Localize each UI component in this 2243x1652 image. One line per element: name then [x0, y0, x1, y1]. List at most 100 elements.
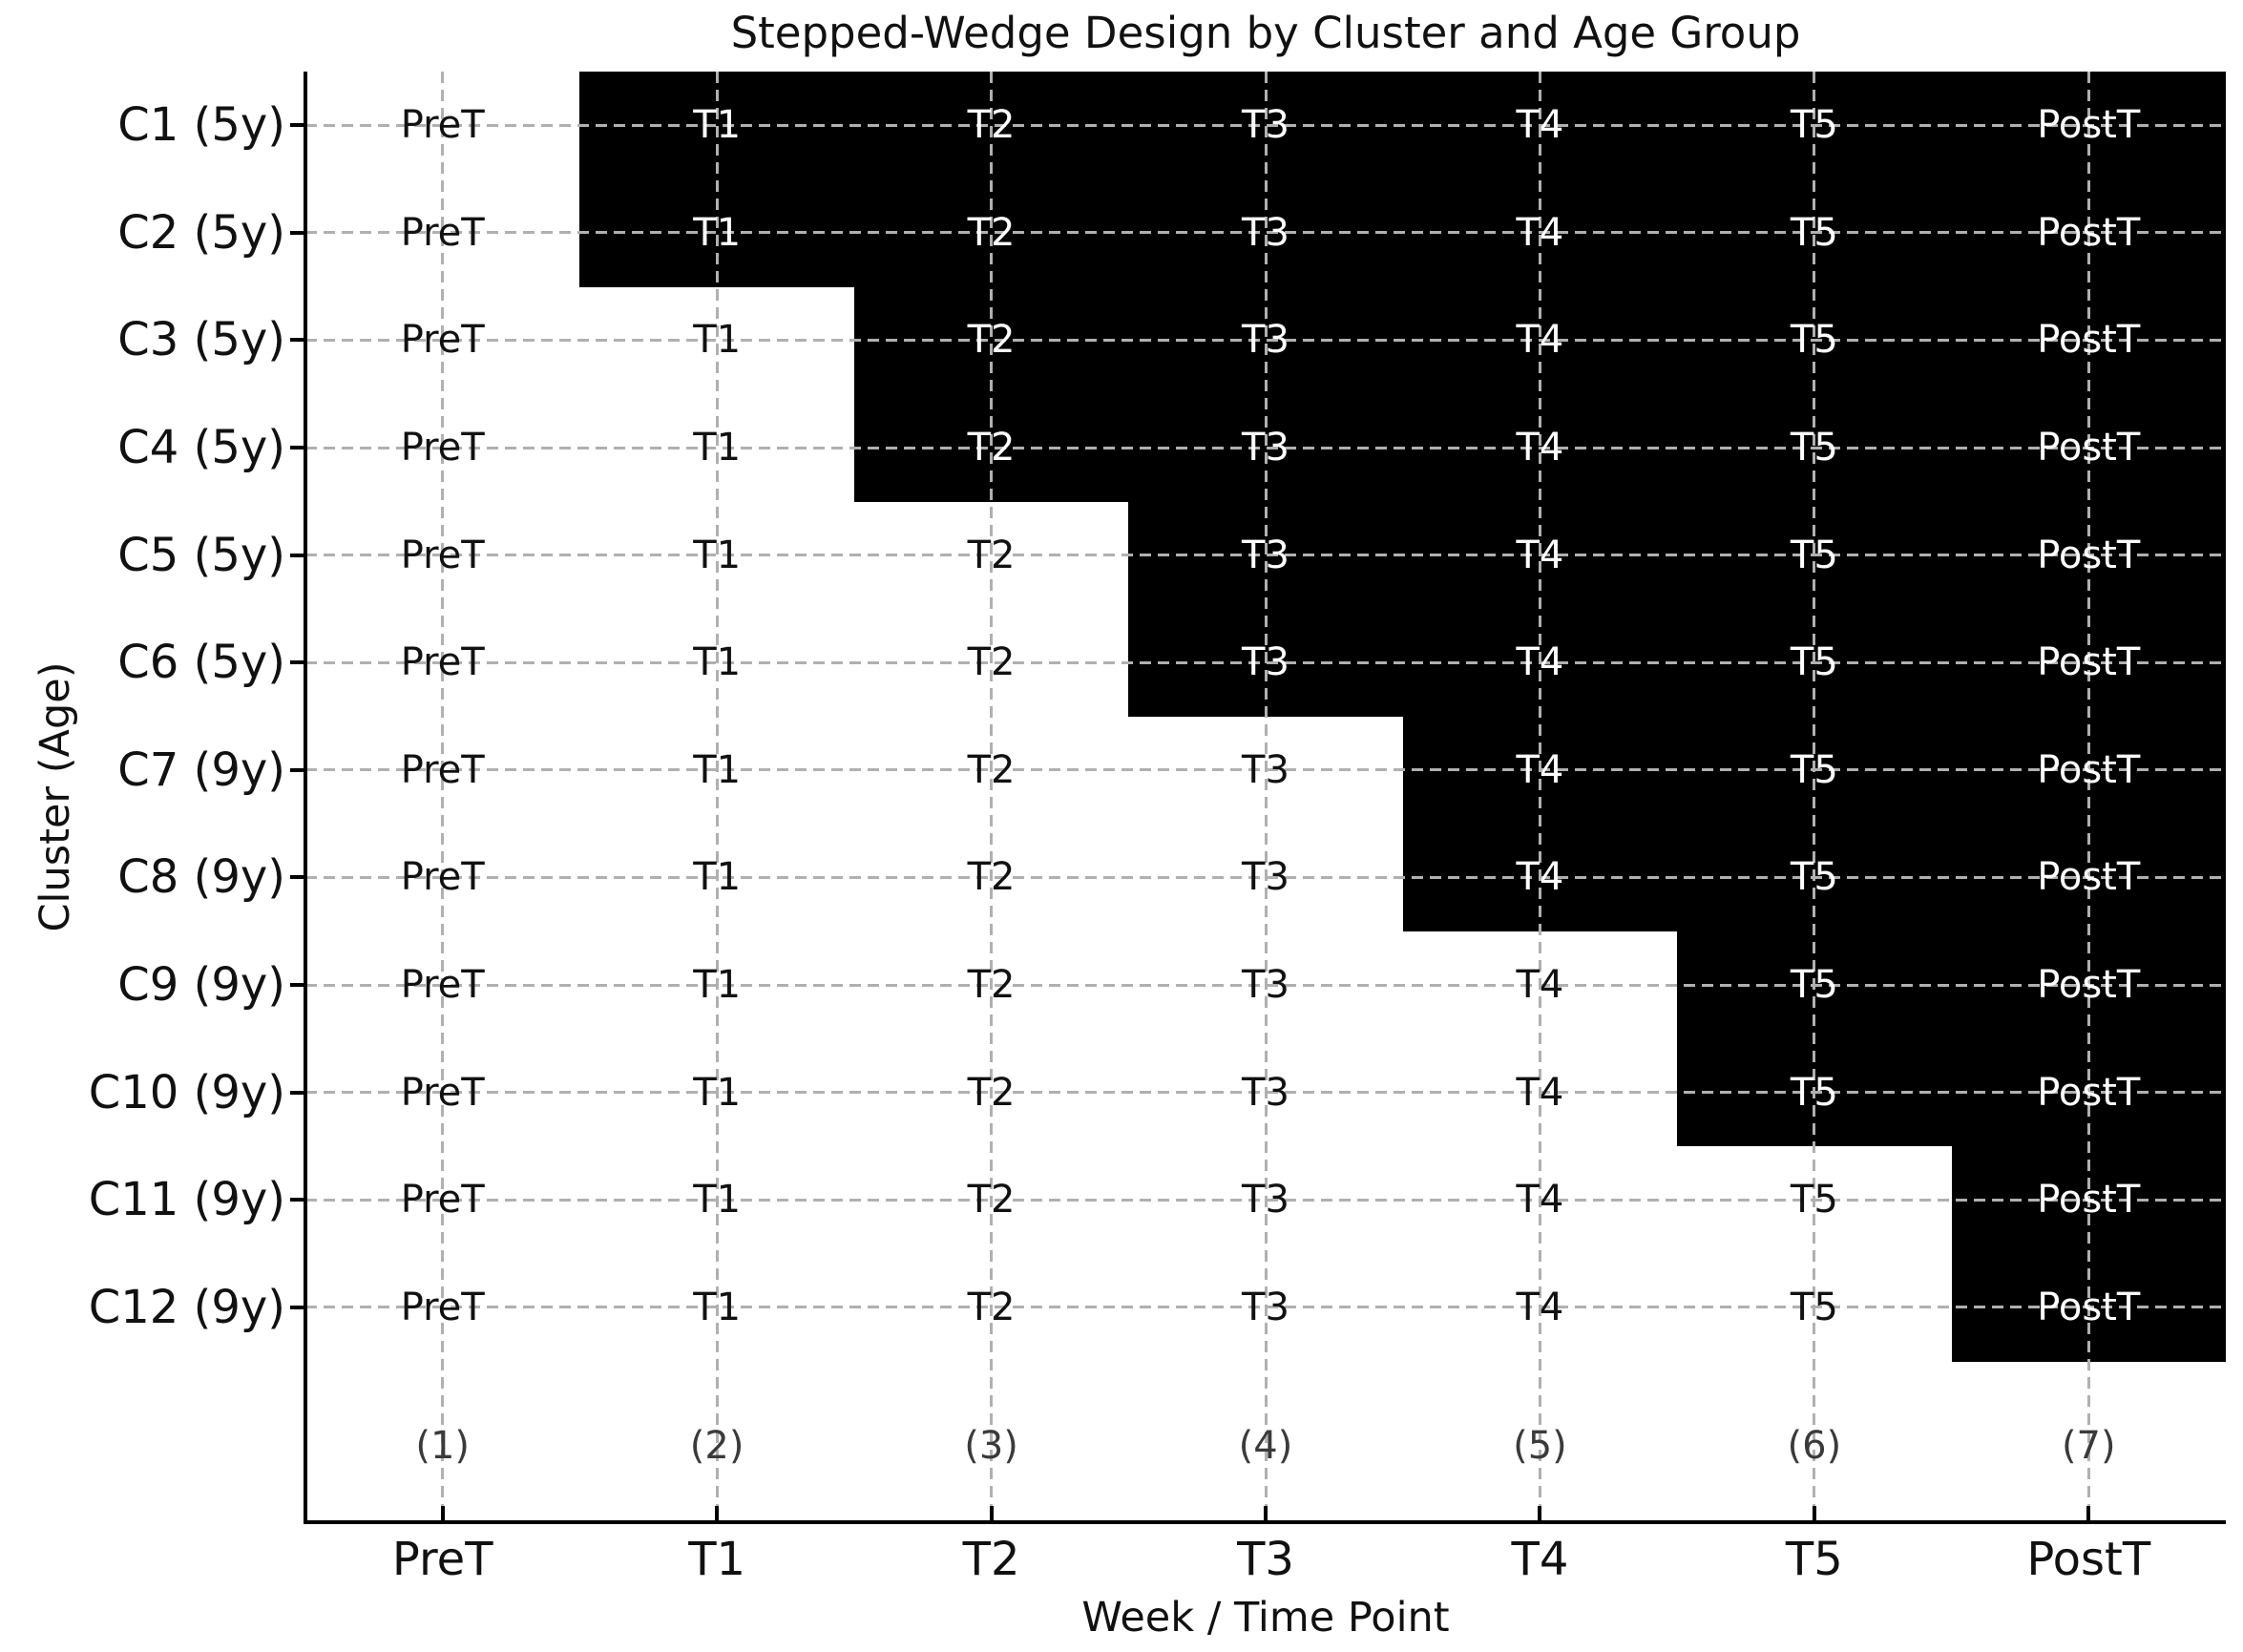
y-tick-3: [290, 338, 304, 343]
cell-label-r8-c2: T1: [693, 855, 742, 900]
cell-label-r10-c5: T4: [1516, 1070, 1564, 1115]
cell-label-r2-c6: T5: [1790, 210, 1838, 255]
week-number-label-3: (3): [964, 1424, 1018, 1468]
cell-label-r4-c6: T5: [1790, 426, 1838, 471]
x-tick-2: [715, 1506, 720, 1520]
x-tick-3: [989, 1506, 994, 1520]
cell-label-r1-c2: T1: [693, 103, 742, 148]
cell-label-r10-c7: PostT: [2037, 1070, 2141, 1115]
cell-label-r11-c3: T2: [967, 1178, 1016, 1223]
vertical-gridline-3: [990, 72, 994, 1520]
cell-label-r8-c4: T3: [1242, 855, 1289, 900]
horizontal-gridline-3: [305, 338, 2226, 342]
y-tick-1: [290, 123, 304, 128]
y-tick-label-4: C4 (5y): [117, 421, 285, 475]
horizontal-gridline-1: [305, 123, 2226, 127]
x-tick-label-5: T4: [1511, 1533, 1569, 1586]
horizontal-gridline-4: [305, 446, 2226, 450]
week-number-label-1: (1): [415, 1424, 471, 1468]
y-tick-5: [290, 553, 304, 557]
week-number-label-5: (5): [1513, 1424, 1567, 1468]
horizontal-gridline-8: [305, 875, 2226, 879]
cell-label-r7-c2: T1: [693, 747, 742, 792]
cell-label-r2-c3: T2: [967, 210, 1016, 255]
horizontal-gridline-12: [305, 1306, 2226, 1309]
x-tick-5: [1538, 1506, 1542, 1520]
cell-label-r3-c7: PostT: [2037, 318, 2141, 363]
horizontal-gridline-2: [305, 231, 2226, 235]
y-tick-label-7: C7 (9y): [117, 742, 285, 797]
cell-label-r11-c4: T3: [1242, 1178, 1289, 1223]
x-tick-label-2: T1: [688, 1533, 746, 1586]
cell-label-r9-c6: T5: [1790, 963, 1838, 1008]
week-number-label-7: (7): [2061, 1424, 2116, 1468]
cell-label-r1-c3: T2: [967, 103, 1016, 148]
y-tick-label-3: C3 (5y): [117, 313, 285, 367]
cell-label-r11-c5: T4: [1516, 1178, 1564, 1223]
y-tick-6: [290, 660, 304, 665]
cell-label-r5-c3: T2: [967, 533, 1016, 577]
cell-label-r5-c2: T1: [693, 533, 742, 577]
y-tick-2: [290, 230, 304, 235]
vertical-gridline-6: [1813, 72, 1816, 1520]
cell-label-r9-c1: PreT: [400, 963, 485, 1008]
cell-label-r6-c3: T2: [967, 640, 1016, 685]
cell-label-r3-c3: T2: [967, 318, 1016, 363]
cell-label-r5-c5: T4: [1516, 533, 1564, 577]
y-tick-label-12: C12 (9y): [88, 1280, 285, 1334]
cell-label-r1-c4: T3: [1242, 103, 1289, 148]
cell-label-r1-c5: T4: [1516, 103, 1564, 148]
y-tick-label-8: C8 (9y): [117, 850, 285, 905]
cell-label-r4-c2: T1: [693, 426, 742, 471]
cell-label-r11-c6: T5: [1790, 1178, 1838, 1223]
cell-label-r11-c2: T1: [693, 1178, 742, 1223]
y-tick-label-10: C10 (9y): [88, 1065, 285, 1119]
cell-label-r7-c5: T4: [1516, 747, 1564, 792]
cell-label-r10-c2: T1: [693, 1070, 742, 1115]
y-axis-spine: [304, 72, 307, 1524]
cell-label-r12-c4: T3: [1242, 1285, 1289, 1329]
cell-label-r9-c7: PostT: [2037, 963, 2141, 1008]
x-tick-1: [440, 1506, 445, 1520]
cell-label-r7-c3: T2: [967, 747, 1016, 792]
y-tick-label-11: C11 (9y): [88, 1173, 285, 1227]
x-tick-6: [1812, 1506, 1816, 1520]
y-tick-9: [290, 983, 304, 988]
cell-label-r8-c5: T4: [1516, 855, 1564, 900]
cell-label-r3-c5: T4: [1516, 318, 1564, 363]
horizontal-gridline-7: [305, 768, 2226, 772]
chart-title: Stepped-Wedge Design by Cluster and Age …: [730, 8, 1801, 58]
y-tick-label-9: C9 (9y): [117, 958, 285, 1013]
horizontal-gridline-9: [305, 983, 2226, 987]
cell-label-r2-c1: PreT: [400, 210, 485, 255]
vertical-gridline-1: [441, 72, 445, 1520]
y-tick-7: [290, 767, 304, 772]
cell-label-r12-c1: PreT: [400, 1285, 485, 1329]
x-tick-label-3: T2: [962, 1533, 1020, 1586]
cell-label-r8-c3: T2: [967, 855, 1016, 900]
vertical-gridline-7: [2086, 72, 2090, 1520]
cell-label-r12-c7: PostT: [2037, 1285, 2141, 1329]
cell-label-r2-c7: PostT: [2037, 210, 2141, 255]
cell-label-r12-c5: T4: [1516, 1285, 1564, 1329]
cell-label-r2-c5: T4: [1516, 210, 1564, 255]
cell-label-r6-c5: T4: [1516, 640, 1564, 685]
y-tick-8: [290, 875, 304, 880]
x-axis-spine: [304, 1520, 2226, 1524]
cell-label-r10-c6: T5: [1790, 1070, 1838, 1115]
y-tick-label-6: C6 (5y): [117, 636, 285, 690]
cell-label-r5-c1: PreT: [400, 533, 485, 577]
cell-label-r1-c7: PostT: [2037, 103, 2141, 148]
x-tick-7: [2086, 1506, 2091, 1520]
cell-label-r4-c1: PreT: [400, 426, 485, 471]
week-number-label-6: (6): [1787, 1424, 1842, 1468]
y-tick-10: [290, 1090, 304, 1095]
cell-label-r6-c1: PreT: [400, 640, 485, 685]
cell-label-r4-c4: T3: [1242, 426, 1289, 471]
y-tick-label-1: C1 (5y): [117, 98, 285, 153]
cell-label-r7-c6: T5: [1790, 747, 1838, 792]
cell-label-r10-c4: T3: [1242, 1070, 1289, 1115]
cell-label-r7-c1: PreT: [400, 747, 485, 792]
cell-label-r8-c6: T5: [1790, 855, 1838, 900]
